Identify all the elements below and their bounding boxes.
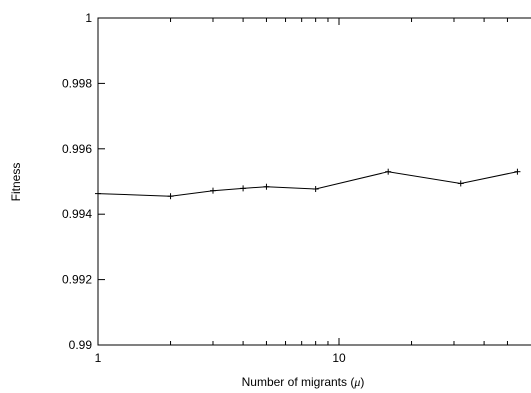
x-tick-label: 10	[332, 351, 346, 365]
x-axis-label-close: )	[360, 375, 364, 389]
plot-frame	[97, 17, 531, 346]
x-axis-label-text: Number of migrants (	[242, 375, 355, 389]
y-axis-label: Fitness	[9, 163, 23, 202]
data-point	[209, 187, 216, 194]
series-line	[97, 171, 518, 197]
series-group	[95, 168, 521, 200]
y-tick-label: 0.99	[69, 338, 93, 352]
x-tick-label: 1	[95, 351, 102, 365]
y-tick-label: 0.998	[62, 76, 92, 90]
y-tick-label: 0.996	[62, 142, 92, 156]
x-axis-label: Number of migrants (μ)	[242, 375, 365, 389]
data-point	[514, 168, 521, 175]
data-point	[457, 180, 464, 187]
x-axis-label-symbol: μ	[353, 375, 360, 389]
data-point	[167, 193, 174, 200]
y-tick-label: 0.992	[62, 273, 92, 287]
y-tick-label: 1	[85, 11, 92, 25]
data-point	[385, 168, 392, 175]
x-axis-ticks: 1 10	[95, 18, 508, 365]
data-point	[263, 183, 270, 190]
y-tick-label: 0.994	[62, 207, 92, 221]
y-axis-ticks: 0.99 0.992 0.994 0.996 0.998 1	[62, 11, 105, 352]
data-point	[95, 190, 101, 197]
data-point	[312, 186, 319, 193]
data-point	[240, 185, 247, 192]
